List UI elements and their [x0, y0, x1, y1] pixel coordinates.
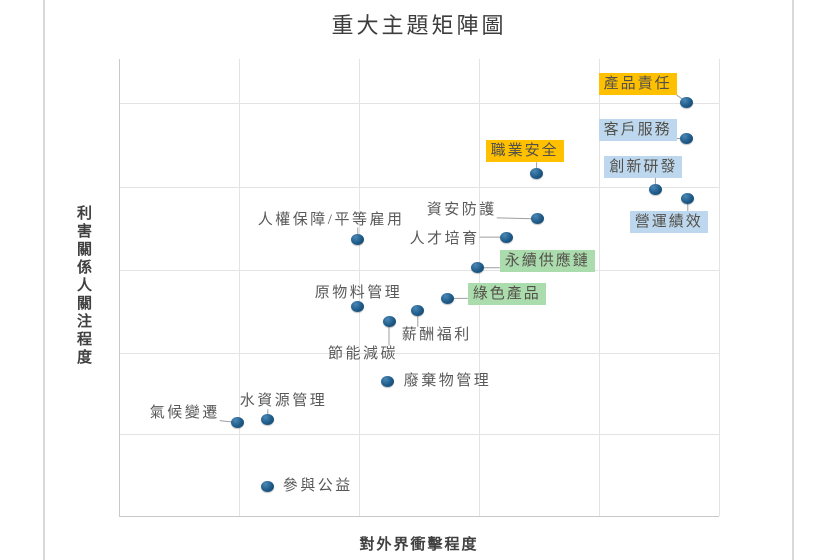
- data-point-label: 創新研發: [604, 156, 683, 179]
- chart-title: 重大主題矩陣圖: [331, 13, 507, 38]
- gridline-vertical: [359, 59, 360, 516]
- data-point-label: 職業安全: [485, 140, 564, 163]
- data-point-label: 資安防護: [426, 201, 497, 218]
- gridline-horizontal: [120, 434, 719, 435]
- data-point-marker: [530, 167, 544, 179]
- data-point-marker: [382, 316, 396, 328]
- gridline-horizontal: [120, 187, 719, 188]
- data-point-marker: [351, 301, 365, 313]
- y-axis-title: 利害關係人關注程度: [75, 205, 91, 367]
- data-point-marker: [261, 480, 275, 492]
- gridline-vertical: [239, 59, 240, 516]
- data-point-marker: [441, 292, 455, 304]
- data-point-label: 永續供應鏈: [499, 249, 595, 272]
- data-point-label: 人才培育: [409, 231, 480, 248]
- leader-line: [496, 217, 538, 220]
- gridline-horizontal: [120, 270, 719, 271]
- data-point-label: 參與公益: [282, 478, 353, 495]
- data-point-marker: [411, 305, 425, 317]
- data-point-label: 原物料管理: [314, 284, 403, 301]
- data-point-label: 廢棄物管理: [403, 373, 492, 390]
- data-point-label: 水資源管理: [239, 393, 328, 410]
- data-point-label: 氣候變遷: [149, 404, 220, 421]
- gridline-vertical: [599, 59, 600, 516]
- data-point-marker: [351, 234, 365, 246]
- gridline-vertical-right-edge: [719, 59, 720, 516]
- chart-border-right: [792, 0, 794, 560]
- data-point-label: 節能減碳: [328, 345, 399, 362]
- data-point-label: 綠色產品: [467, 283, 546, 306]
- chart-border-left: [43, 0, 45, 560]
- data-point-label: 營運績效: [629, 211, 708, 234]
- data-point-marker: [261, 413, 275, 425]
- data-point-marker: [500, 231, 514, 243]
- data-point-marker: [471, 262, 485, 274]
- gridline-horizontal: [120, 353, 719, 354]
- data-point-marker: [680, 96, 694, 108]
- data-point-marker: [231, 417, 245, 429]
- data-point-label: 薪酬福利: [401, 326, 472, 343]
- data-point-marker: [381, 375, 395, 387]
- x-axis-title: 對外界衝擊程度: [359, 537, 479, 553]
- data-point-label: 客戶服務: [598, 118, 677, 141]
- data-point-marker: [648, 183, 662, 195]
- data-point-marker: [680, 133, 694, 144]
- data-point-label: 產品責任: [598, 73, 677, 96]
- gridline-horizontal: [120, 103, 719, 104]
- data-point-label: 人權保障/平等雇用: [257, 211, 405, 228]
- data-point-marker: [681, 192, 695, 204]
- data-point-marker: [531, 213, 545, 225]
